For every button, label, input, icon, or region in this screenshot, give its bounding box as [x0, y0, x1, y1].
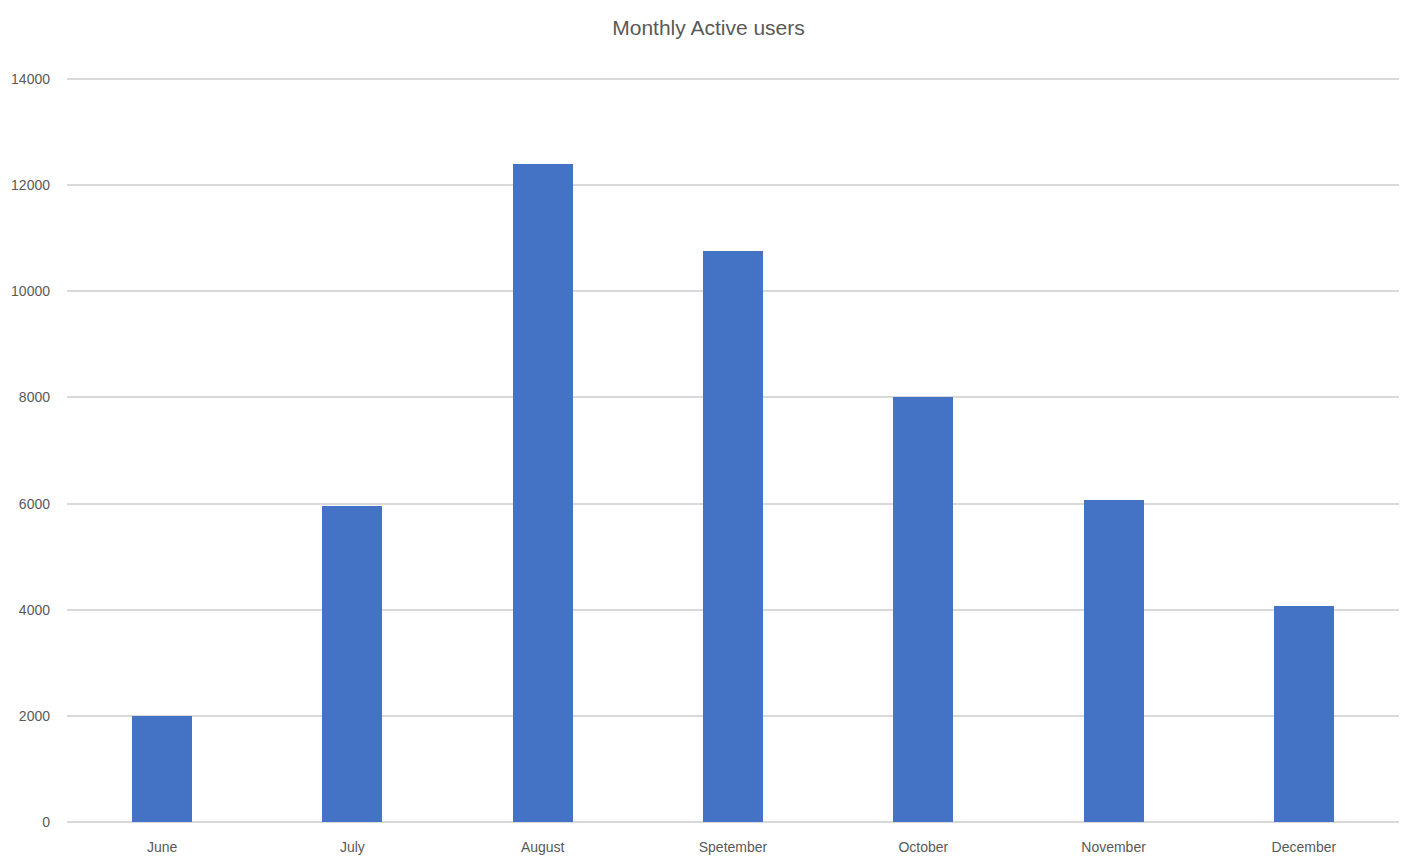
gridline	[67, 184, 1399, 186]
y-tick-label: 0	[0, 813, 50, 831]
x-tick-label: August	[458, 838, 628, 856]
y-tick-label: 6000	[0, 495, 50, 513]
y-tick-label: 8000	[0, 388, 50, 406]
bar	[1274, 606, 1334, 822]
bar	[322, 506, 382, 822]
y-tick-label: 14000	[0, 70, 50, 88]
x-tick-label: October	[838, 838, 1008, 856]
x-tick-label: July	[267, 838, 437, 856]
bar	[513, 164, 573, 822]
bar	[703, 251, 763, 822]
gridline	[67, 78, 1399, 80]
plot-area	[67, 79, 1399, 822]
x-tick-label: June	[77, 838, 247, 856]
x-tick-label: November	[1029, 838, 1199, 856]
x-tick-label: December	[1219, 838, 1389, 856]
chart-canvas: Monthly Active users 0 2000 4000 6000 8000 10…	[0, 0, 1420, 868]
y-tick-label: 10000	[0, 282, 50, 300]
bar	[893, 397, 953, 822]
chart-title: Monthly Active users	[0, 13, 1417, 43]
y-tick-label: 4000	[0, 601, 50, 619]
bar	[132, 716, 192, 822]
bar	[1084, 500, 1144, 822]
y-tick-label: 2000	[0, 707, 50, 725]
x-tick-label: Spetember	[648, 838, 818, 856]
y-tick-label: 12000	[0, 176, 50, 194]
